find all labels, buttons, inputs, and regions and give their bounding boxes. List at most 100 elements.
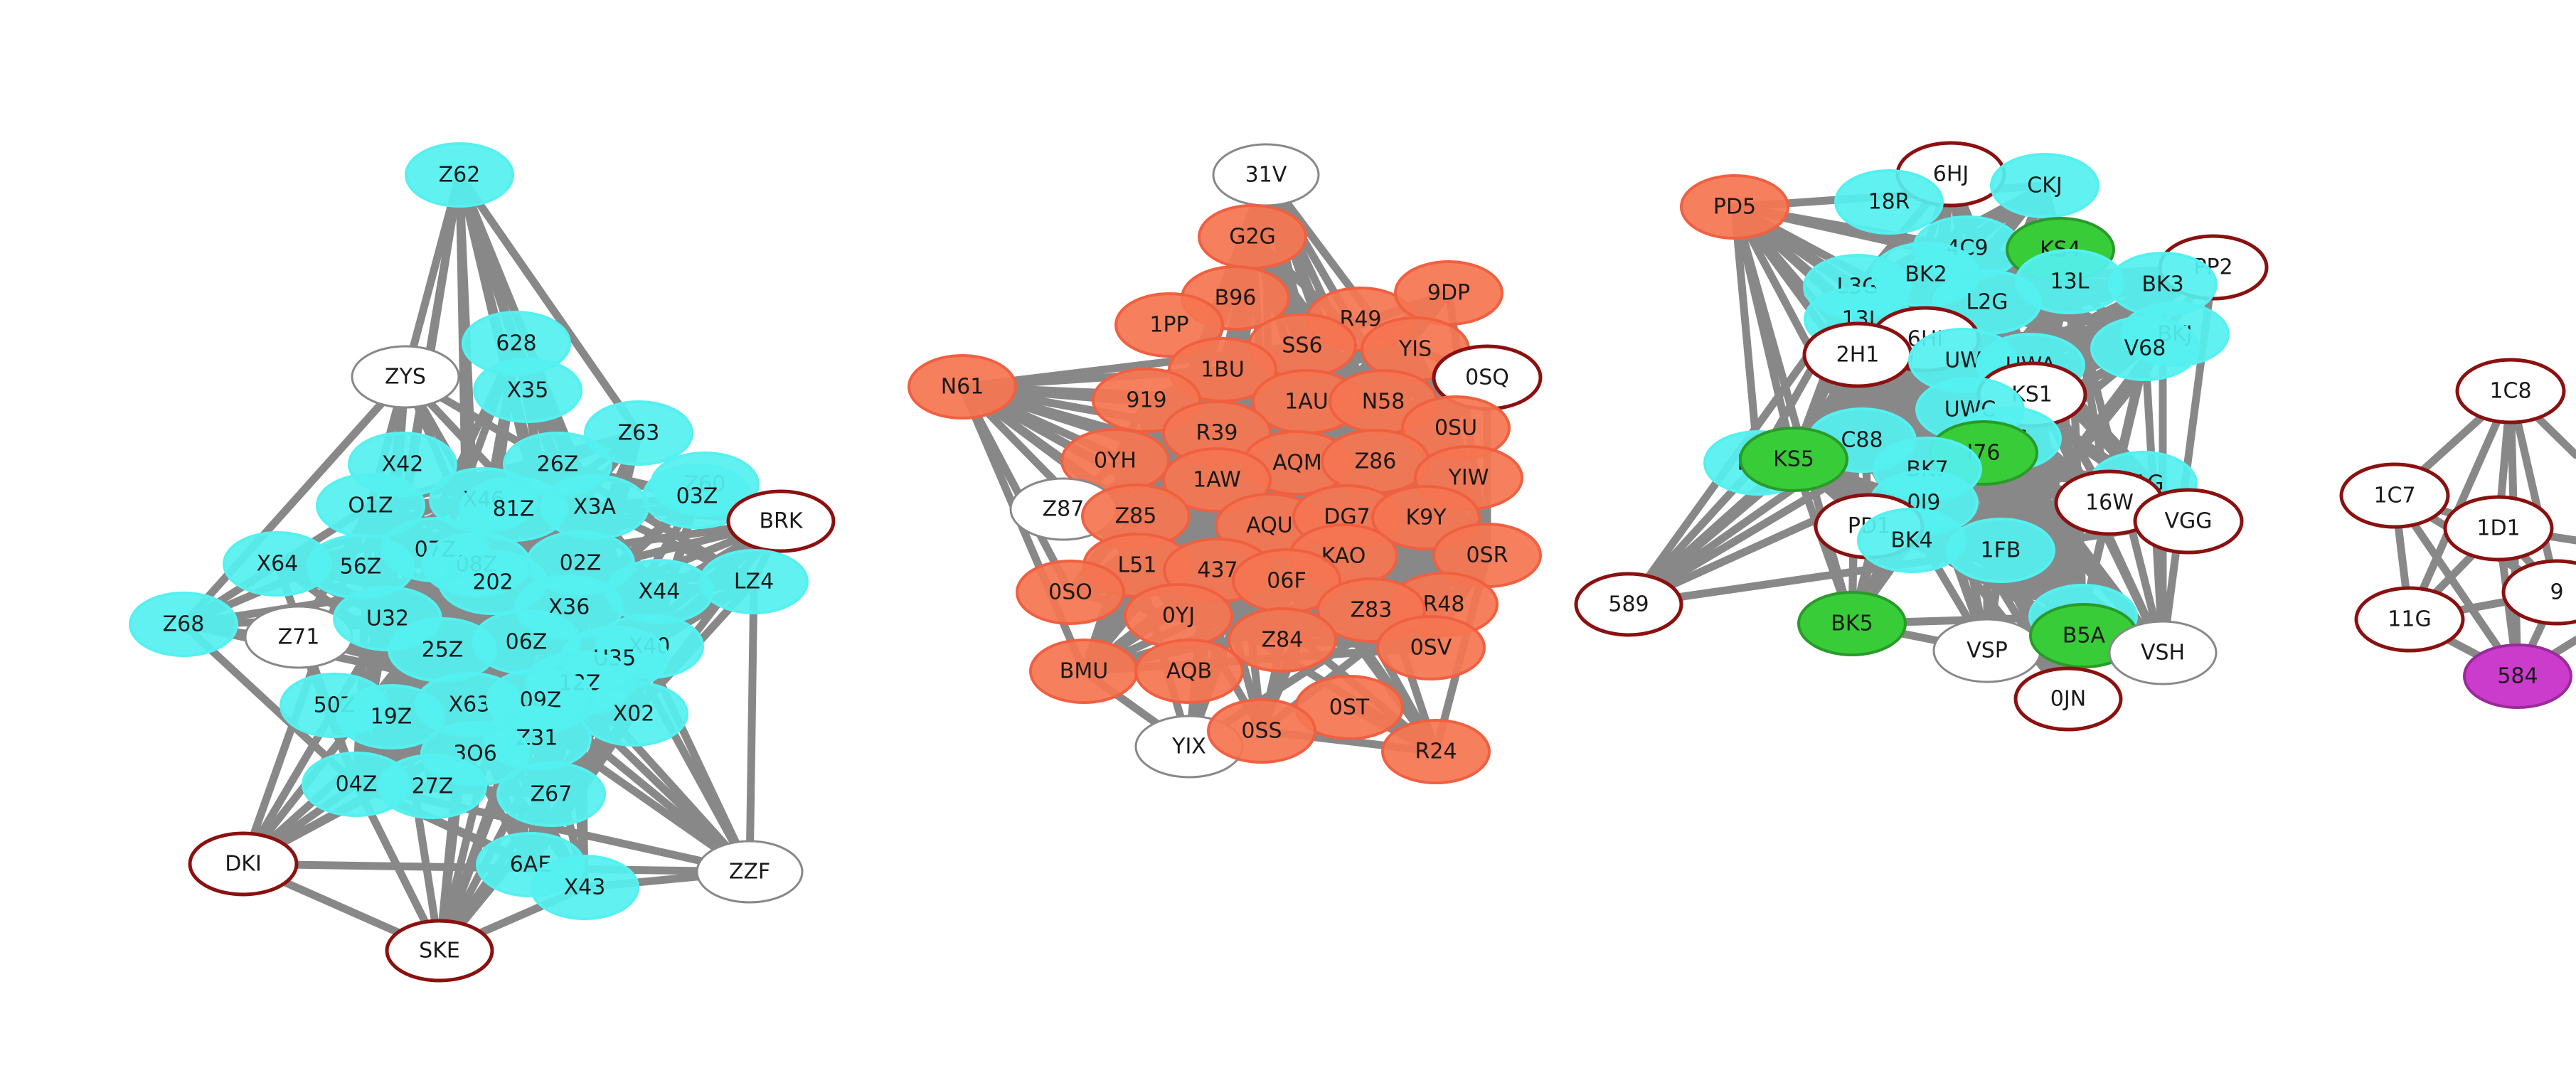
node-label: 03Z — [676, 484, 718, 509]
node-06f[interactable]: 06F — [1232, 548, 1341, 614]
node-0yh[interactable]: 0YH — [1060, 428, 1170, 493]
node-label: Z71 — [278, 625, 320, 650]
node-vsh[interactable]: VSH — [2108, 620, 2218, 685]
node-label: 0SQ — [1465, 365, 1509, 390]
node-shape — [1228, 607, 1337, 673]
node-ske[interactable]: SKE — [385, 919, 494, 983]
node-label: 1D1 — [2476, 516, 2520, 541]
node-0sv[interactable]: 0SV — [1376, 615, 1486, 680]
node-label: 2H1 — [1836, 343, 1880, 368]
node-bmu[interactable]: BMU — [1029, 639, 1139, 704]
node-0sr[interactable]: 0SR — [1432, 523, 1542, 588]
node-label: ZZF — [729, 860, 770, 885]
node-label: Z67 — [531, 782, 573, 807]
node-0ss[interactable]: 0SS — [1207, 698, 1316, 764]
node-z63[interactable]: Z63 — [584, 400, 693, 466]
node-z86[interactable]: Z86 — [1321, 429, 1430, 494]
node-bk5[interactable]: BK5 — [1797, 591, 1907, 656]
node-1d1[interactable]: 1D1 — [2443, 495, 2554, 562]
node-shape — [405, 142, 514, 208]
edge-13L-DXR — [2065, 277, 2087, 621]
node-shape — [2501, 559, 2576, 626]
node-x43[interactable]: X43 — [530, 855, 639, 920]
node-1au[interactable]: 1AU — [1252, 369, 1361, 434]
node-pd5[interactable]: PD5 — [1680, 174, 1789, 240]
node-label: X43 — [564, 875, 606, 900]
node-label: BK3 — [2141, 272, 2183, 297]
node-label: 202 — [472, 570, 513, 595]
node-31v[interactable]: 31V — [1212, 143, 1320, 207]
node-589[interactable]: 589 — [1574, 572, 1683, 637]
node-ckj[interactable]: CKJ — [1990, 153, 2099, 218]
node-1c8[interactable]: 1C8 — [2455, 358, 2566, 424]
node-z68[interactable]: Z68 — [129, 592, 238, 657]
node-dki[interactable]: DKI — [188, 831, 299, 897]
nodes-layer: Z62ZYS628X35Z63X4226ZZ6003ZBRKO1ZX4681ZX… — [129, 141, 2576, 983]
node-label: X3A — [573, 495, 617, 520]
node-z71[interactable]: Z71 — [244, 605, 353, 669]
node-584[interactable]: 584 — [2463, 644, 2572, 709]
node-label: L2G — [1966, 290, 2008, 315]
node-2h1[interactable]: 2H1 — [1802, 321, 1913, 388]
node-label: L51 — [1118, 553, 1157, 578]
node-x44[interactable]: X44 — [605, 559, 714, 624]
node-label: 0ST — [1329, 695, 1370, 720]
node-0yj[interactable]: 0YJ — [1124, 583, 1233, 648]
node-0so[interactable]: 0SO — [1016, 560, 1125, 625]
node-z62[interactable]: Z62 — [405, 142, 514, 208]
node-x02[interactable]: X02 — [579, 681, 688, 747]
node-label: CKJ — [2027, 173, 2062, 198]
node-zzf[interactable]: ZZF — [696, 840, 804, 904]
node-25z[interactable]: 25Z — [388, 617, 497, 683]
node-ks5[interactable]: KS5 — [1739, 427, 1848, 492]
edge-N61-0SO — [958, 383, 1075, 597]
node-1aw[interactable]: 1AW — [1162, 447, 1272, 513]
node-brk[interactable]: BRK — [726, 489, 836, 553]
node-shape — [1134, 639, 1244, 704]
node-aqb[interactable]: AQB — [1134, 639, 1244, 704]
node-r39[interactable]: R39 — [1162, 400, 1272, 466]
node-v68[interactable]: V68 — [2090, 316, 2200, 381]
node-shape — [2463, 644, 2572, 709]
node-shape — [1946, 518, 2055, 583]
node-label: 1AW — [1193, 468, 1241, 493]
node-shape — [2013, 666, 2123, 732]
node-27z[interactable]: 27Z — [378, 754, 487, 819]
node-shape — [351, 345, 460, 409]
node-9[interactable]: 9 — [2501, 559, 2576, 626]
node-label: BRK — [759, 509, 803, 534]
node-bk4[interactable]: BK4 — [1857, 508, 1966, 573]
node-11g[interactable]: 11G — [2354, 586, 2465, 653]
node-9dp[interactable]: 9DP — [1394, 260, 1503, 326]
node-zys[interactable]: ZYS — [351, 345, 460, 409]
node-shape — [696, 840, 804, 904]
node-1fb[interactable]: 1FB — [1946, 518, 2055, 583]
node-x35[interactable]: X35 — [473, 358, 582, 423]
node-z84[interactable]: Z84 — [1228, 607, 1337, 673]
node-03z[interactable]: 03Z — [642, 464, 752, 529]
node-g2g[interactable]: G2G — [1198, 204, 1307, 269]
node-r24[interactable]: R24 — [1381, 719, 1491, 784]
node-18r[interactable]: 18R — [1834, 169, 1944, 235]
node-shape — [2339, 462, 2450, 529]
node-label: C88 — [1841, 428, 1883, 453]
node-label: V68 — [2124, 336, 2166, 361]
node-1c7[interactable]: 1C7 — [2339, 462, 2450, 529]
node-0su[interactable]: 0SU — [1401, 395, 1511, 461]
node-label: K9Y — [1405, 506, 1447, 530]
node-lz4[interactable]: LZ4 — [699, 549, 809, 614]
node-shape — [1207, 698, 1316, 764]
node-n61[interactable]: N61 — [908, 354, 1017, 420]
node-label: 589 — [1608, 592, 1649, 617]
node-label: X02 — [613, 702, 655, 727]
node-z67[interactable]: Z67 — [496, 762, 606, 827]
node-1pp[interactable]: 1PP — [1114, 292, 1224, 358]
node-0jn[interactable]: 0JN — [2013, 666, 2123, 732]
node-x3a[interactable]: X3A — [540, 474, 649, 540]
node-label: 56Z — [340, 555, 382, 580]
node-vgg[interactable]: VGG — [2133, 488, 2244, 555]
node-label: VGG — [2164, 509, 2212, 534]
node-81z[interactable]: 81Z — [459, 476, 568, 542]
node-vsp[interactable]: VSP — [1932, 618, 2042, 683]
